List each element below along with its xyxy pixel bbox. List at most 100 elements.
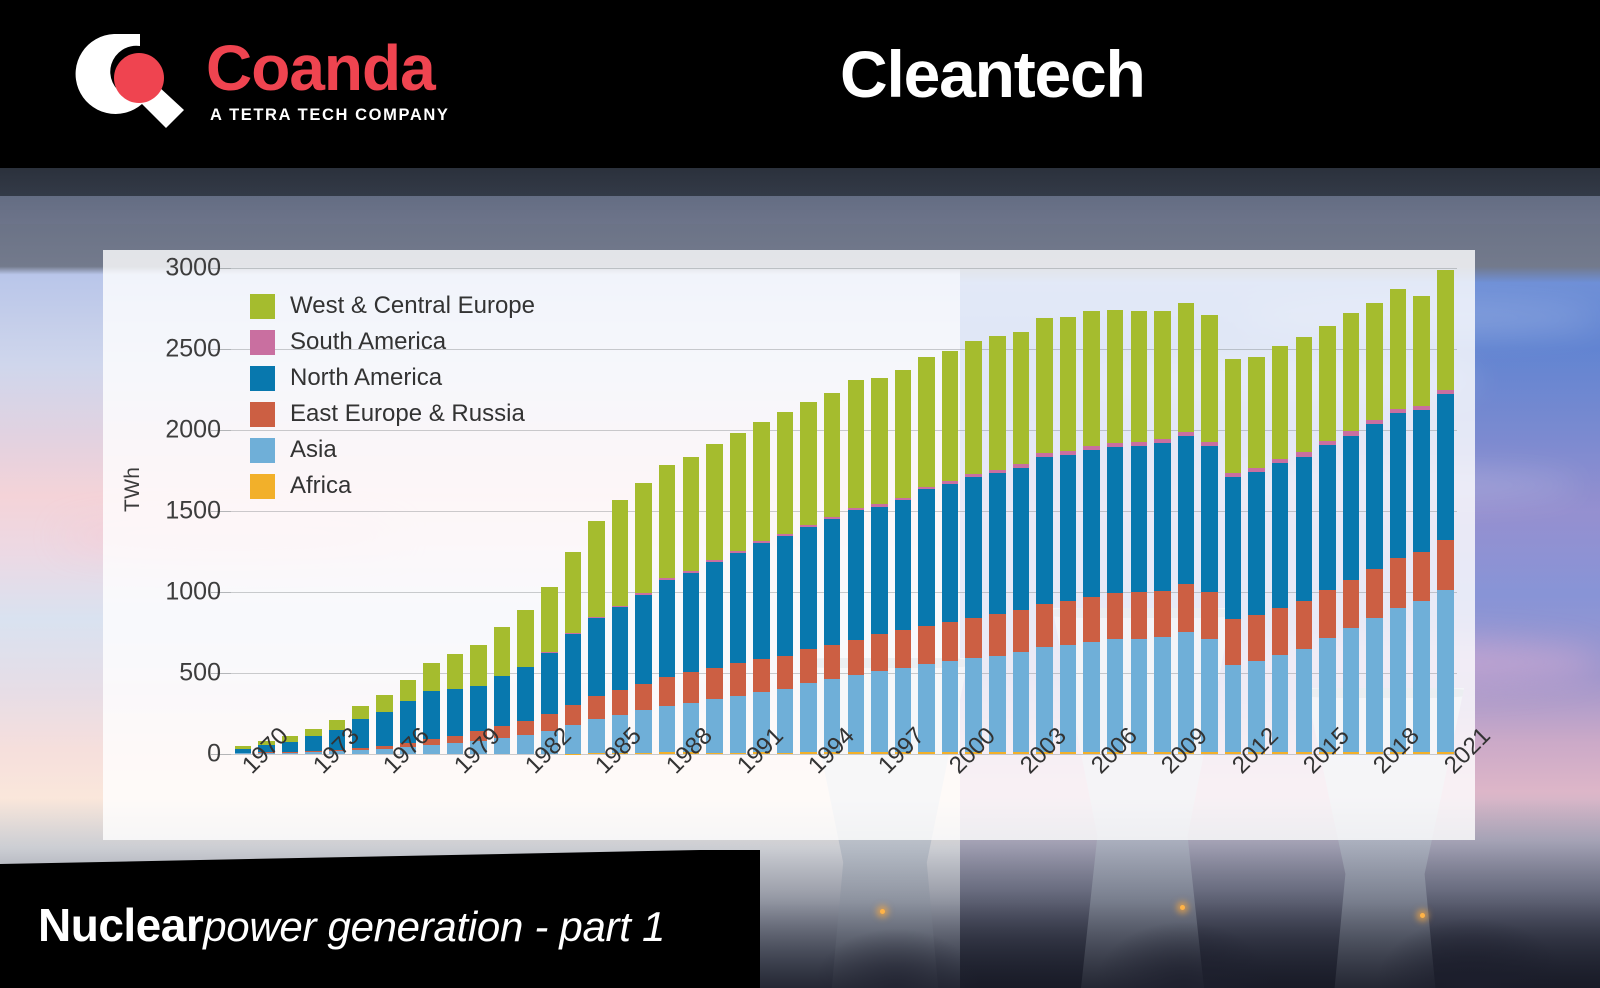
stacked-bar[interactable]: [328, 268, 346, 754]
legend-item[interactable]: East Europe & Russia: [250, 396, 535, 432]
stacked-bar[interactable]: [894, 268, 912, 754]
stacked-bar[interactable]: [1177, 268, 1195, 754]
stacked-bar[interactable]: [941, 268, 959, 754]
bar-slot[interactable]: [490, 268, 514, 754]
stacked-bar[interactable]: [493, 268, 511, 754]
bar-slot[interactable]: [302, 268, 326, 754]
stacked-bar[interactable]: [611, 268, 629, 754]
stacked-bar[interactable]: [729, 268, 747, 754]
stacked-bar[interactable]: [658, 268, 676, 754]
bar-slot[interactable]: [443, 268, 467, 754]
legend-item[interactable]: South America: [250, 324, 535, 360]
bar-slot[interactable]: [538, 268, 562, 754]
stacked-bar[interactable]: [847, 268, 865, 754]
bar-slot[interactable]: [750, 268, 774, 754]
stacked-bar[interactable]: [918, 268, 935, 754]
bar-slot[interactable]: [278, 268, 302, 754]
bar-slot[interactable]: [1198, 268, 1222, 754]
bar-slot[interactable]: [1386, 268, 1410, 754]
bar-slot[interactable]: [325, 268, 349, 754]
stacked-bar[interactable]: [352, 268, 369, 754]
stacked-bar[interactable]: [541, 268, 558, 754]
stacked-bar[interactable]: [446, 268, 464, 754]
bar-slot[interactable]: [1268, 268, 1292, 754]
bar-slot[interactable]: [820, 268, 844, 754]
stacked-bar[interactable]: [470, 268, 487, 754]
legend-item[interactable]: West & Central Europe: [250, 288, 535, 324]
bar-slot[interactable]: [915, 268, 939, 754]
stacked-bar[interactable]: [281, 268, 299, 754]
bar-slot[interactable]: [231, 268, 255, 754]
bar-slot[interactable]: [585, 268, 609, 754]
bar-slot[interactable]: [1056, 268, 1080, 754]
stacked-bar[interactable]: [1437, 268, 1454, 754]
stacked-bar[interactable]: [305, 268, 322, 754]
bar-slot[interactable]: [655, 268, 679, 754]
bar-slot[interactable]: [1339, 268, 1363, 754]
stacked-bar[interactable]: [1342, 268, 1360, 754]
stacked-bar[interactable]: [1154, 268, 1171, 754]
bar-slot[interactable]: [797, 268, 821, 754]
bar-slot[interactable]: [396, 268, 420, 754]
bar-slot[interactable]: [938, 268, 962, 754]
bar-slot[interactable]: [1009, 268, 1033, 754]
stacked-bar[interactable]: [1248, 268, 1265, 754]
stacked-bar[interactable]: [234, 268, 252, 754]
bar-slot[interactable]: [255, 268, 279, 754]
legend-item[interactable]: Asia: [250, 432, 535, 468]
bar-slot[interactable]: [986, 268, 1010, 754]
stacked-bar[interactable]: [776, 268, 794, 754]
bar-slot[interactable]: [844, 268, 868, 754]
stacked-bar[interactable]: [1295, 268, 1313, 754]
stacked-bar[interactable]: [1106, 268, 1124, 754]
stacked-bar[interactable]: [1012, 268, 1030, 754]
bar-slot[interactable]: [1292, 268, 1316, 754]
stacked-bar[interactable]: [823, 268, 841, 754]
bar-slot[interactable]: [372, 268, 396, 754]
stacked-bar[interactable]: [1130, 268, 1147, 754]
bar-slot[interactable]: [703, 268, 727, 754]
bar-slot[interactable]: [1410, 268, 1434, 754]
legend-item[interactable]: North America: [250, 360, 535, 396]
bar-slot[interactable]: [679, 268, 703, 754]
stacked-bar[interactable]: [1036, 268, 1053, 754]
bar-slot[interactable]: [349, 268, 373, 754]
bar-slot[interactable]: [420, 268, 444, 754]
brand-logo[interactable]: Coanda A TETRA TECH COMPANY: [66, 24, 449, 136]
stacked-bar[interactable]: [1201, 268, 1218, 754]
stacked-bar[interactable]: [965, 268, 982, 754]
stacked-bar[interactable]: [423, 268, 440, 754]
legend-item[interactable]: Africa: [250, 468, 535, 504]
stacked-bar[interactable]: [682, 268, 700, 754]
stacked-bar[interactable]: [1366, 268, 1383, 754]
stacked-bar[interactable]: [1413, 268, 1430, 754]
bar-slot[interactable]: [962, 268, 986, 754]
stacked-bar[interactable]: [1224, 268, 1242, 754]
bar-slot[interactable]: [1221, 268, 1245, 754]
stacked-bar[interactable]: [1389, 268, 1407, 754]
stacked-bar[interactable]: [635, 268, 652, 754]
bar-slot[interactable]: [467, 268, 491, 754]
bar-slot[interactable]: [561, 268, 585, 754]
bar-slot[interactable]: [632, 268, 656, 754]
bar-slot[interactable]: [891, 268, 915, 754]
stacked-bar[interactable]: [706, 268, 723, 754]
bar-slot[interactable]: [1316, 268, 1340, 754]
bar-slot[interactable]: [1363, 268, 1387, 754]
bar-slot[interactable]: [1245, 268, 1269, 754]
bar-slot[interactable]: [726, 268, 750, 754]
bar-slot[interactable]: [1151, 268, 1175, 754]
bar-slot[interactable]: [1103, 268, 1127, 754]
bar-slot[interactable]: [1174, 268, 1198, 754]
bar-slot[interactable]: [608, 268, 632, 754]
bar-slot[interactable]: [1433, 268, 1457, 754]
stacked-bar[interactable]: [1083, 268, 1100, 754]
stacked-bar[interactable]: [376, 268, 393, 754]
stacked-bar[interactable]: [1059, 268, 1077, 754]
stacked-bar[interactable]: [800, 268, 817, 754]
stacked-bar[interactable]: [258, 268, 275, 754]
stacked-bar[interactable]: [588, 268, 605, 754]
bar-slot[interactable]: [1080, 268, 1104, 754]
bar-slot[interactable]: [773, 268, 797, 754]
stacked-bar[interactable]: [753, 268, 770, 754]
